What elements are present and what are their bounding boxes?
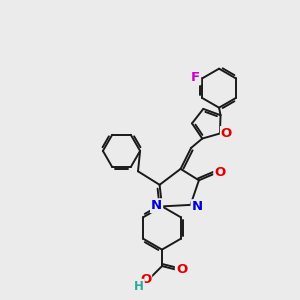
Text: N: N: [151, 199, 162, 212]
Text: O: O: [221, 127, 232, 140]
Text: O: O: [140, 273, 151, 286]
Text: O: O: [214, 166, 226, 179]
Text: N: N: [191, 200, 203, 213]
Text: F: F: [191, 71, 200, 84]
Text: H: H: [134, 280, 144, 293]
Text: O: O: [176, 263, 187, 276]
